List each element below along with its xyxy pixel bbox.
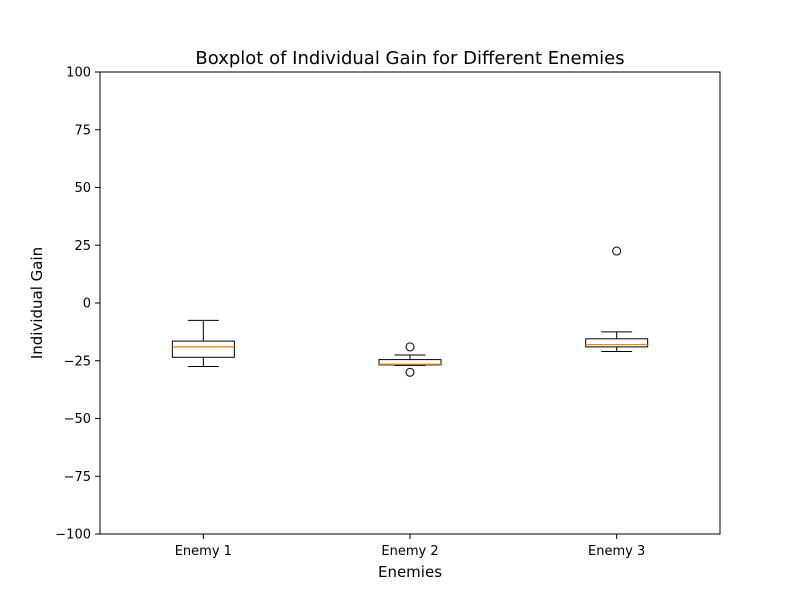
plot-area: −100 −75 −50 −25 0 25 50 75 100 Enemy 1 Enemy 2 Ene… (55, 66, 721, 559)
x-tick-label: Enemy 1 (175, 544, 232, 559)
x-tick-label: Enemy 3 (588, 544, 645, 559)
box-group-2 (378, 342, 442, 377)
y-tick-label: −75 (64, 470, 91, 485)
x-axis-label: Enemies (378, 563, 442, 581)
iqr-box (171, 340, 235, 358)
plot-frame (99, 71, 721, 535)
outlier-point (405, 342, 415, 352)
iqr-box (585, 338, 649, 348)
x-tick-label: Enemy 2 (381, 544, 438, 559)
outlier-point (405, 367, 415, 377)
y-tick-label: −100 (55, 528, 91, 543)
box-group-1 (171, 319, 235, 368)
y-axis-label: Individual Gain (28, 247, 46, 359)
y-tick-label: 25 (74, 239, 91, 254)
y-tick-label: 100 (66, 66, 91, 81)
y-tick-label: 0 (83, 297, 91, 312)
box-group-3 (585, 246, 649, 353)
outlier-point (612, 246, 622, 256)
y-tick-label: −50 (64, 412, 91, 427)
y-tick-label: 75 (74, 123, 91, 138)
y-tick-label: −25 (64, 354, 91, 369)
chart-title: Boxplot of Individual Gain for Different… (195, 48, 624, 69)
y-tick-label: 50 (74, 181, 91, 196)
iqr-box (378, 359, 442, 366)
